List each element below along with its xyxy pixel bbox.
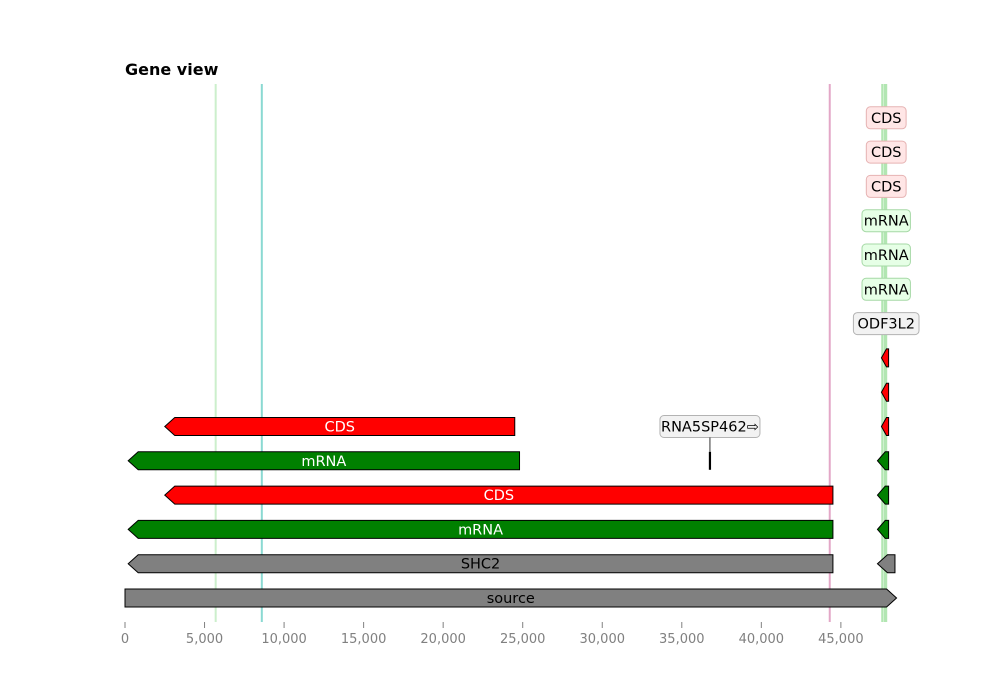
feature-label-1: SHC2 — [461, 557, 500, 573]
feature-label-3: CDS — [484, 488, 515, 504]
feature-arrow-2 — [127, 519, 834, 539]
feature-label-2: mRNA — [458, 522, 503, 538]
boxed-label-text-6: CDS — [871, 145, 902, 161]
feature-arrow-1 — [127, 554, 834, 574]
x-tick-label-2: 10,000 — [261, 632, 307, 647]
x-tick-label-4: 20,000 — [420, 632, 466, 647]
boxed-label-text-0: RNA5SP462⇨ — [661, 420, 759, 436]
feature-arrow-9 — [876, 451, 890, 471]
boxed-label-text-1: ODF3L2 — [857, 317, 914, 333]
boxed-label-6: CDS — [865, 140, 907, 164]
boxed-label-5: CDS — [865, 174, 907, 198]
boxed-label-2: mRNA — [861, 277, 911, 301]
x-tick-label-7: 35,000 — [659, 632, 705, 647]
boxed-label-3: mRNA — [861, 243, 911, 267]
feature-arrows: source SHC2 mRNA CDS mRNA CDS — [124, 348, 898, 608]
feature-label-0: source — [487, 591, 535, 607]
feature-label-4: mRNA — [301, 454, 346, 470]
feature-arrow-12 — [880, 348, 890, 368]
chart-title: Gene view — [125, 60, 219, 79]
vertical-lines — [214, 84, 888, 622]
boxed-label-0: RNA5SP462⇨ — [659, 415, 761, 438]
x-tick-label-3: 15,000 — [341, 632, 387, 647]
boxed-label-text-2: mRNA — [864, 282, 909, 298]
feature-arrow-4 — [127, 451, 521, 471]
boxed-label-box-2 — [861, 277, 911, 301]
feature-arrow-6 — [876, 554, 896, 574]
feature-arrow-5 — [164, 417, 516, 436]
boxed-label-box-1 — [852, 312, 920, 336]
boxed-label-box-5 — [865, 174, 907, 198]
x-tick-label-0: 0 — [121, 632, 129, 647]
boxed-label-text-5: CDS — [871, 179, 902, 195]
feature-arrow-8 — [876, 485, 890, 505]
boxed-label-text-7: CDS — [871, 111, 902, 127]
boxed-label-7: CDS — [865, 106, 907, 130]
boxed-label-box-7 — [865, 106, 907, 130]
feature-arrow-0 — [124, 588, 898, 608]
x-tick-label-5: 25,000 — [500, 632, 546, 647]
boxed-label-box-4 — [861, 209, 911, 233]
boxed-label-box-6 — [865, 140, 907, 164]
feature-labels: RNA5SP462⇨ ODF3L2 mRNA mRNA mRNA CDS CDS CDS — [659, 106, 920, 452]
boxed-label-text-4: mRNA — [864, 214, 909, 230]
feature-arrow-3 — [164, 485, 834, 505]
x-axis: 0 5,000 10,000 15,000 20,000 25,000 30,000 35,0… — [121, 622, 864, 647]
feature-arrow-10 — [880, 417, 890, 436]
x-tick-label-8: 40,000 — [739, 632, 785, 647]
feature-label-5: CDS — [325, 420, 356, 436]
x-tick-label-1: 5,000 — [186, 632, 223, 647]
boxed-label-box-3 — [861, 243, 911, 267]
x-tick-label-9: 45,000 — [818, 632, 864, 647]
boxed-label-text-3: mRNA — [864, 248, 909, 264]
boxed-label-4: mRNA — [861, 209, 911, 233]
feature-arrow-7 — [876, 519, 890, 539]
boxed-label-1: ODF3L2 — [852, 312, 920, 336]
x-tick-label-6: 30,000 — [580, 632, 626, 647]
feature-arrow-11 — [880, 382, 890, 402]
